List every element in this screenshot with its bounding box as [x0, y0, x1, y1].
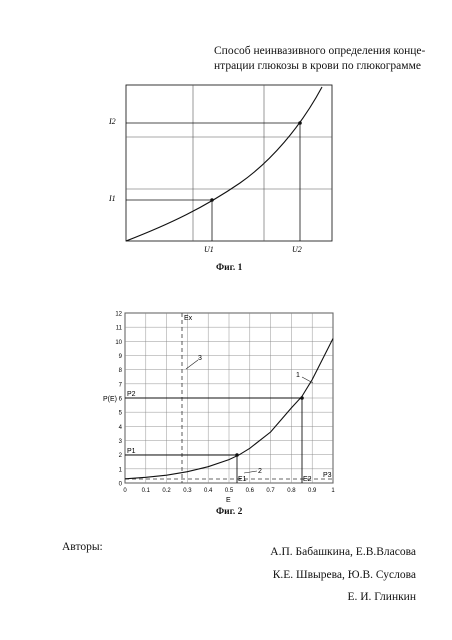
fig2-label-e1: E1: [238, 476, 247, 483]
fig1-point-1: [210, 198, 214, 202]
fig2-y-tick-label: 11: [116, 326, 123, 332]
fig2-x-tick-label: 0: [123, 488, 127, 494]
fig2-y-tick-label: 3: [119, 439, 123, 445]
fig2-caption: Фиг. 2: [216, 507, 242, 517]
fig2-label-p3: P3: [323, 472, 332, 479]
fig2-y-tick-label: 5: [119, 411, 123, 417]
authors-heading: Авторы:: [62, 541, 103, 553]
authors-list: А.П. Бабашкина, Е.В.Власова К.Е. Швырева…: [270, 541, 416, 609]
fig2-x-tick-label: 0.9: [308, 488, 317, 494]
fig2-y-tick-label: 12: [115, 312, 122, 318]
fig1-caption: Фиг. 1: [216, 263, 242, 273]
fig2-y-tick-label: 4: [119, 425, 123, 431]
fig1-reference-lines: [126, 123, 300, 241]
author-line-1: А.П. Бабашкина, Е.В.Власова: [270, 541, 416, 564]
fig2-x-tick-label: 0.6: [246, 488, 255, 494]
fig2-curve-label-1: 1: [296, 372, 300, 379]
fig2-point-p1: [235, 453, 239, 457]
fig2-x-tick-label: 0.5: [225, 488, 234, 494]
fig2-leader-3: [186, 360, 198, 369]
fig2-y-axis-label: P(E): [103, 396, 117, 403]
fig2-label-p2: P2: [127, 391, 136, 398]
fig1-label-u2: U2: [292, 245, 302, 254]
fig2-y-tick-label: 8: [119, 368, 123, 374]
fig2-curve-label-2: 2: [258, 468, 262, 475]
fig2-curve-label-3: 3: [198, 355, 202, 362]
fig2-y-tick-label: 0: [119, 482, 123, 488]
fig2-leader-2: [244, 471, 257, 473]
fig2-label-p1: P1: [127, 448, 136, 455]
fig2-y-tick-label: 1: [119, 467, 123, 473]
author-line-3: Е. И. Глинкин: [270, 586, 416, 609]
fig2-chart: 0123456789101112 00.10.20.30.40.50.60.70…: [103, 312, 335, 505]
fig1-chart: I2 I1 U1 U2: [108, 85, 332, 254]
fig1-label-i1: I1: [108, 194, 116, 203]
fig2-x-tick-label: 0.2: [162, 488, 171, 494]
fig2-x-tick-labels: 0 0.1 0.2 0.3 0.4 0.5 0.6 0.7 0.8 0.9 1: [123, 488, 335, 494]
fig2-x-tick-label: 1: [331, 488, 335, 494]
fig1-point-2: [298, 121, 302, 125]
fig2-x-tick-label: 0.3: [183, 488, 192, 494]
fig2-y-tick-label: 10: [115, 340, 122, 346]
fig2-x-tick-label: 0.7: [266, 488, 275, 494]
fig2-x-tick-label: 0.8: [287, 488, 296, 494]
fig2-y-tick-label: 2: [119, 453, 123, 459]
fig2-x-tick-label: 0.4: [204, 488, 213, 494]
fig1-label-u1: U1: [204, 245, 214, 254]
fig1-label-i2: I2: [108, 117, 116, 126]
author-line-2: К.Е. Швырева, Ю.В. Суслова: [270, 564, 416, 587]
fig2-label-ex: Ex: [184, 315, 193, 322]
fig2-y-tick-label: 7: [119, 382, 123, 388]
fig2-y-tick-label: 6: [119, 397, 123, 403]
fig2-label-e2: E2: [303, 476, 312, 483]
fig2-x-tick-label: 0.1: [142, 488, 151, 494]
fig2-y-tick-label: 9: [119, 354, 123, 360]
fig1-curve: [126, 87, 322, 241]
fig1-frame: [126, 85, 332, 241]
fig2-x-axis-label: E: [226, 497, 231, 504]
fig2-point-p2: [300, 396, 304, 400]
fig1-grid: [126, 85, 332, 241]
